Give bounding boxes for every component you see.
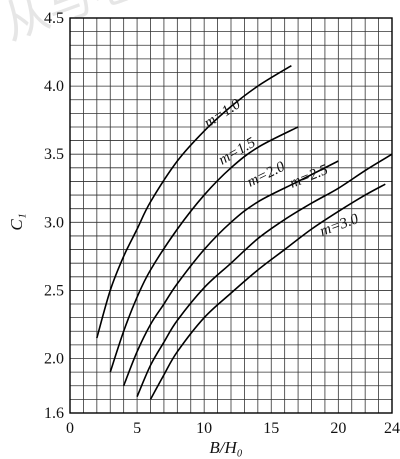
series-label: m=2.0 [245, 159, 288, 191]
tick-labels: 0 5 10 15 20 24 1.6 2.0 2.5 3.0 3.5 4.0 4.5 [44, 10, 400, 437]
x-tick-label: 20 [330, 420, 346, 437]
series-line [122, 160, 339, 387]
y-tick-label: 2.5 [44, 282, 64, 299]
series-line [149, 183, 386, 400]
series-line [136, 153, 393, 397]
plot-frame [69, 17, 393, 414]
x-tick-label: 15 [263, 420, 279, 437]
y-tick-label: 4.5 [44, 10, 64, 27]
x-tick-label: 0 [66, 420, 74, 437]
series-label: m=2.5 [288, 162, 331, 192]
plot-border [69, 17, 393, 414]
x-tick-label: 24 [384, 420, 400, 437]
x-axis-label: B/H₀ [209, 438, 242, 457]
x-tick-label: 10 [196, 420, 212, 437]
y-axis-label: C₁ [7, 213, 26, 230]
series-line [109, 126, 299, 373]
series-label: m=3.0 [318, 211, 361, 240]
y-tick-label: 4.0 [44, 78, 64, 95]
y-tick-label: 2.0 [44, 351, 64, 368]
curves [96, 64, 393, 400]
x-tick-label: 5 [133, 420, 141, 437]
series-label: m=1.5 [216, 135, 259, 169]
y-tick-label: 3.0 [44, 214, 64, 231]
series-line [96, 64, 292, 339]
grid [69, 17, 393, 414]
y-tick-label: 1.6 [44, 405, 64, 422]
y-tick-label: 3.5 [44, 146, 64, 163]
